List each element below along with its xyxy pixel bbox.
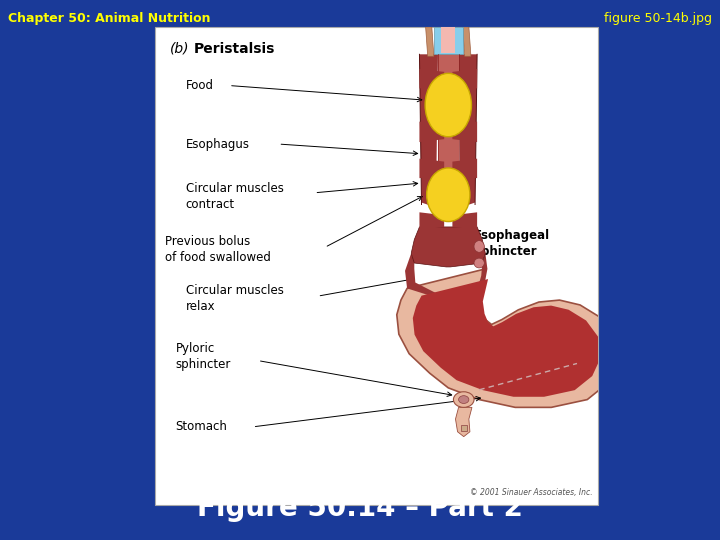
Polygon shape	[452, 122, 477, 142]
Polygon shape	[411, 227, 485, 267]
Polygon shape	[456, 407, 472, 437]
FancyBboxPatch shape	[155, 27, 598, 505]
Polygon shape	[420, 159, 444, 178]
Bar	[461, 425, 467, 431]
Text: Chapter 50: Animal Nutrition: Chapter 50: Animal Nutrition	[8, 12, 210, 25]
Polygon shape	[459, 55, 477, 207]
Text: Esophageal
sphincter: Esophageal sphincter	[474, 229, 550, 258]
Ellipse shape	[454, 392, 474, 407]
Polygon shape	[420, 122, 444, 142]
Text: © 2001 Sinauer Associates, Inc.: © 2001 Sinauer Associates, Inc.	[470, 488, 593, 497]
Polygon shape	[438, 55, 459, 202]
Ellipse shape	[459, 396, 469, 403]
Polygon shape	[397, 269, 618, 407]
Text: Figure 50.14 – Part 2: Figure 50.14 – Part 2	[197, 494, 523, 522]
Text: Previous bolus
of food swallowed: Previous bolus of food swallowed	[165, 235, 271, 264]
Text: Esophagus: Esophagus	[186, 138, 250, 151]
Text: Food: Food	[186, 79, 214, 92]
Polygon shape	[434, 27, 463, 55]
Polygon shape	[452, 212, 477, 230]
Polygon shape	[413, 279, 601, 397]
Text: figure 50-14b.jpg: figure 50-14b.jpg	[604, 12, 712, 25]
Text: Peristalsis: Peristalsis	[194, 42, 275, 56]
Polygon shape	[452, 159, 477, 178]
Polygon shape	[426, 27, 434, 56]
Text: Circular muscles
relax: Circular muscles relax	[186, 284, 284, 313]
Polygon shape	[405, 253, 487, 304]
Text: Pyloric
sphincter: Pyloric sphincter	[176, 342, 231, 371]
Ellipse shape	[474, 241, 485, 252]
Polygon shape	[452, 69, 477, 89]
Ellipse shape	[425, 73, 472, 137]
Text: Circular muscles
contract: Circular muscles contract	[186, 182, 284, 211]
Ellipse shape	[474, 258, 485, 268]
Polygon shape	[420, 55, 438, 207]
Ellipse shape	[427, 168, 470, 221]
Polygon shape	[420, 69, 444, 89]
Polygon shape	[420, 212, 444, 230]
Text: (b): (b)	[170, 42, 190, 56]
Polygon shape	[463, 27, 471, 56]
Text: Stomach: Stomach	[176, 420, 228, 434]
Polygon shape	[441, 27, 456, 53]
